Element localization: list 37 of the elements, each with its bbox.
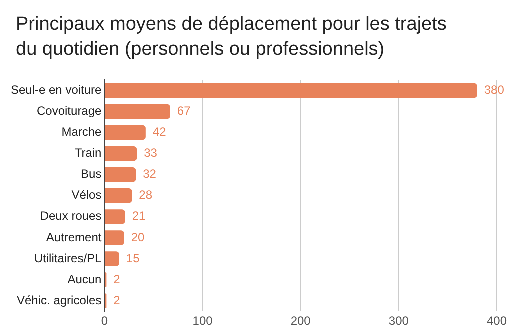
data-label: 20	[131, 230, 146, 244]
data-label: 15	[126, 251, 140, 266]
x-tick-label: 300	[388, 314, 410, 328]
data-label: 2	[114, 272, 121, 286]
data-label: 32	[143, 167, 157, 182]
y-tick-label: Utilitaires/PL	[34, 251, 102, 266]
y-tick-label: Train	[74, 146, 102, 160]
bar	[105, 146, 138, 162]
bar	[105, 125, 146, 140]
x-tick-label: 0	[101, 314, 108, 328]
data-label: 67	[177, 104, 192, 118]
chart-title: Principaux moyens de déplacement pour les trajets du quotidien (personnels ou professionnels)	[16, 13, 448, 62]
bar	[105, 210, 126, 224]
y-tick-label: Aucun	[68, 272, 102, 286]
data-label: 380	[484, 83, 505, 98]
y-tick-label: Covoiturage	[37, 104, 102, 118]
x-tick-label: 400	[486, 314, 508, 328]
data-label: 2	[114, 293, 121, 308]
x-tick-label: 100	[192, 314, 214, 328]
data-label: 28	[139, 188, 153, 202]
bar	[105, 168, 136, 182]
data-label: 42	[152, 125, 167, 140]
bar	[105, 104, 170, 120]
y-tick-label: Marche	[62, 125, 102, 140]
bar	[105, 252, 120, 266]
y-tick-label: Deux roues	[40, 209, 102, 224]
data-label: 33	[144, 146, 158, 160]
y-tick-label: Autrement	[46, 230, 102, 244]
x-tick-label: 200	[290, 314, 312, 328]
y-tick-label: Bus	[81, 167, 102, 182]
y-tick-label: Véhic. agricoles	[17, 293, 102, 308]
y-tick-label: Seul-e en voiture	[10, 83, 102, 98]
bar	[105, 230, 124, 246]
y-tick-label: Vélos	[72, 188, 102, 202]
bar	[105, 188, 132, 204]
bar	[105, 83, 478, 98]
data-label: 21	[132, 209, 146, 224]
